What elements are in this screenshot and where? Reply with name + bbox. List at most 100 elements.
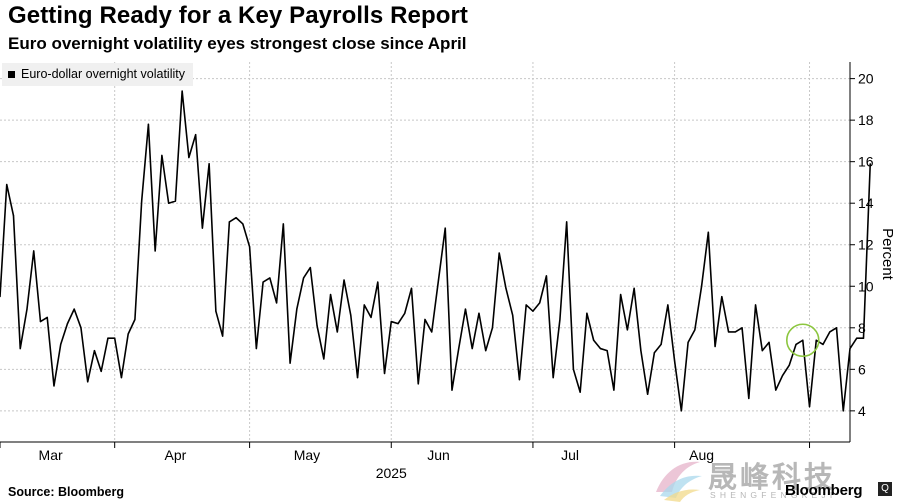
data-point xyxy=(363,304,365,306)
x-tick-label-jul: Jul xyxy=(561,447,579,463)
data-point xyxy=(60,343,62,346)
data-point xyxy=(370,316,372,319)
data-point xyxy=(141,200,143,202)
series-line-group xyxy=(0,90,872,412)
data-point xyxy=(626,329,628,331)
data-point xyxy=(694,329,696,331)
data-point xyxy=(343,279,345,281)
data-point xyxy=(336,331,338,333)
data-point xyxy=(518,379,521,381)
data-point xyxy=(485,350,487,352)
data-point xyxy=(512,314,514,316)
data-point xyxy=(464,308,467,310)
data-point xyxy=(161,154,163,157)
data-point xyxy=(397,323,399,325)
data-point xyxy=(444,227,446,229)
data-point xyxy=(606,350,608,352)
watermark: 晟峰科技 SHENGFENGKEJI Q xyxy=(650,452,892,504)
data-point xyxy=(66,323,69,325)
data-point xyxy=(674,360,676,362)
data-point xyxy=(235,217,237,219)
data-point xyxy=(505,287,507,289)
x-tick-label-may: May xyxy=(294,447,320,463)
data-point xyxy=(869,163,871,165)
data-point xyxy=(761,350,763,352)
data-point xyxy=(478,312,480,314)
data-point xyxy=(781,374,784,377)
data-point xyxy=(667,304,669,306)
y-tick-label: 8 xyxy=(858,320,866,336)
x-tick-label-jun: Jun xyxy=(427,447,450,463)
data-point xyxy=(572,368,575,370)
data-point xyxy=(195,134,197,136)
data-point xyxy=(53,385,55,387)
data-point xyxy=(6,183,8,186)
data-point xyxy=(410,287,413,289)
data-point xyxy=(525,304,527,306)
data-point xyxy=(815,339,817,341)
data-point xyxy=(734,331,736,333)
data-point xyxy=(181,90,183,92)
data-point xyxy=(620,293,622,296)
data-point xyxy=(727,331,730,333)
data-point xyxy=(829,331,831,333)
data-point xyxy=(147,123,150,125)
data-point xyxy=(39,320,42,323)
series-line xyxy=(0,90,872,412)
data-point xyxy=(134,318,136,321)
data-point xyxy=(188,156,190,159)
year-label: 2025 xyxy=(376,465,407,481)
data-point xyxy=(835,327,838,329)
data-point xyxy=(808,406,811,408)
y-tick-label: 16 xyxy=(858,154,874,170)
data-point xyxy=(242,223,244,225)
data-point xyxy=(275,302,278,304)
x-tick-label-aug: Aug xyxy=(689,447,714,463)
gridlines xyxy=(0,62,850,442)
data-point xyxy=(842,410,844,412)
data-point xyxy=(748,397,750,399)
data-point xyxy=(660,343,662,346)
data-point xyxy=(417,383,419,385)
y-tick-label: 12 xyxy=(858,237,874,253)
data-point xyxy=(120,377,123,379)
data-point xyxy=(822,343,824,346)
data-point xyxy=(12,215,15,217)
data-point xyxy=(471,347,473,350)
data-point xyxy=(586,312,588,314)
data-point xyxy=(775,389,777,391)
data-point xyxy=(302,277,305,279)
legend-label: Euro-dollar overnight volatility xyxy=(21,67,185,81)
x-tick-label-mar: Mar xyxy=(39,447,63,463)
y-tick-label: 14 xyxy=(858,195,874,211)
data-point xyxy=(754,304,757,306)
data-point xyxy=(498,252,500,254)
data-point xyxy=(491,327,494,329)
data-point xyxy=(545,275,548,277)
data-point xyxy=(73,308,75,310)
data-point xyxy=(640,350,642,352)
data-point xyxy=(289,362,291,364)
data-point xyxy=(174,200,176,202)
data-point xyxy=(168,202,170,204)
data-point xyxy=(282,223,284,225)
y-tick-label: 4 xyxy=(858,403,866,419)
data-point xyxy=(680,410,682,412)
data-point xyxy=(579,391,581,393)
data-point xyxy=(215,310,217,312)
data-point xyxy=(356,377,359,379)
data-point xyxy=(249,246,251,248)
x-tick-label-apr: Apr xyxy=(164,447,186,463)
y-tick-label: 20 xyxy=(858,71,874,87)
data-point xyxy=(228,221,230,223)
data-point xyxy=(309,266,311,269)
data-point xyxy=(33,250,35,252)
y-axis-label: Percent xyxy=(879,228,896,281)
data-point xyxy=(296,308,298,310)
data-point xyxy=(269,277,271,279)
data-point xyxy=(566,221,568,223)
data-point xyxy=(721,296,723,298)
watermark-badge: Q xyxy=(878,482,892,496)
